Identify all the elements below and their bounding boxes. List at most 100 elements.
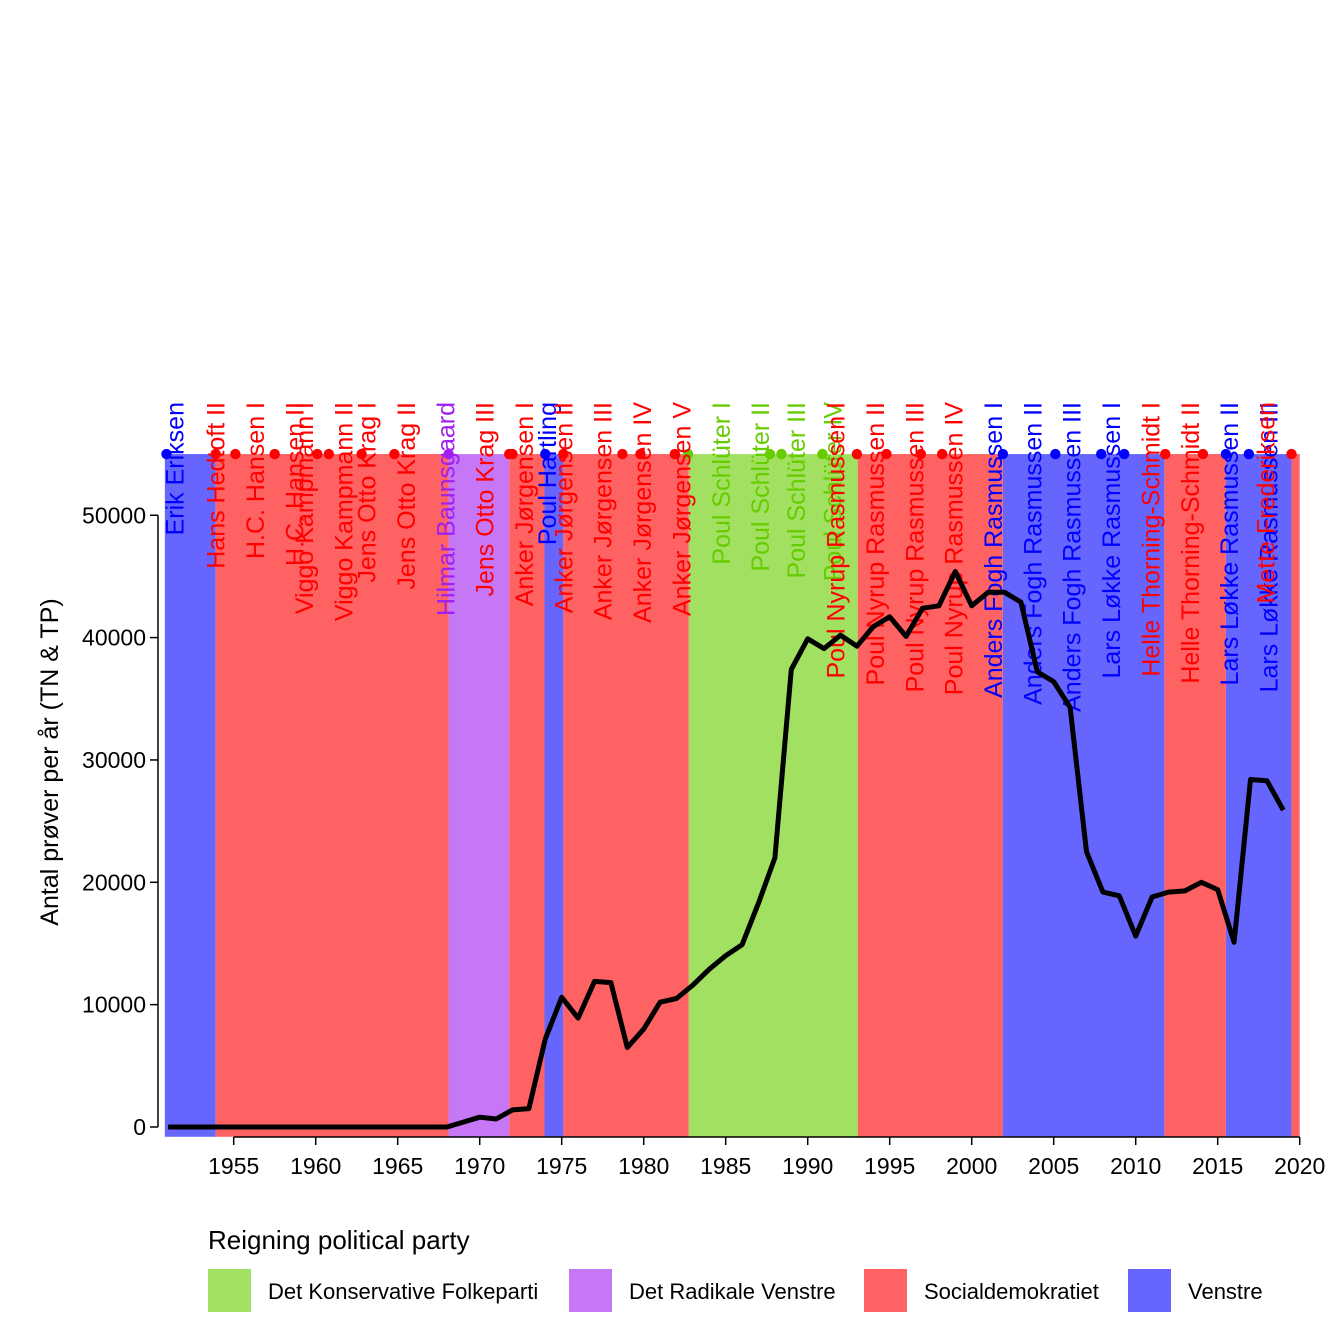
government-start-dot-25 xyxy=(1050,448,1061,460)
x-tick-label-13: 2020 xyxy=(1274,1153,1325,1179)
reign-band-11 xyxy=(1291,454,1300,1137)
legend-swatch-2 xyxy=(864,1269,907,1312)
government-label-13: Anker Jørgensen III xyxy=(590,402,618,620)
y-tick-label-3: 30000 xyxy=(82,747,146,773)
legend-title: Reigning political party xyxy=(208,1225,470,1255)
government-label-28: Helle Thorning-Schmidt I xyxy=(1137,402,1165,677)
x-tick-label-3: 1970 xyxy=(454,1153,505,1179)
y-tick-label-4: 40000 xyxy=(82,625,146,651)
x-tick-label-5: 1980 xyxy=(618,1153,669,1179)
government-start-dot-29 xyxy=(1197,448,1209,460)
government-label-32: Mette Frederiksen xyxy=(1252,402,1280,603)
reign-band-5 xyxy=(563,454,689,1137)
legend: Reigning political party Det Konservativ… xyxy=(208,1225,1263,1312)
legend-label-2: Socialdemokratiet xyxy=(924,1279,1099,1304)
legend-label-1: Det Radikale Venstre xyxy=(629,1279,836,1304)
government-start-dot-10 xyxy=(507,448,518,460)
government-start-dot-22 xyxy=(915,448,927,460)
government-label-2: H.C. Hansen I xyxy=(242,402,270,559)
government-start-dot-20 xyxy=(851,448,863,460)
legend-swatch-3 xyxy=(1128,1269,1171,1312)
government-label-9: Jens Otto Krag III xyxy=(472,402,500,597)
reign-band-6 xyxy=(688,454,858,1137)
government-label-11: Poul Hartling xyxy=(534,402,562,545)
x-tick-label-4: 1975 xyxy=(536,1153,587,1179)
government-label-12: Anker Jørgensen II xyxy=(550,402,578,613)
reign-band-8 xyxy=(1002,454,1165,1137)
legend-swatch-0 xyxy=(208,1269,251,1312)
government-start-dot-8 xyxy=(443,448,454,460)
government-label-16: Poul Schlüter I xyxy=(708,402,736,565)
reign-band-0 xyxy=(164,454,216,1137)
reign-band-3 xyxy=(509,454,545,1137)
reign-band-1 xyxy=(215,454,449,1137)
x-tick-label-9: 2000 xyxy=(946,1153,997,1179)
legend-label-0: Det Konservative Folkeparti xyxy=(268,1279,538,1304)
government-start-dot-28 xyxy=(1160,448,1171,460)
government-label-14: Anker Jørgensen IV xyxy=(629,402,657,623)
government-start-dot-5 xyxy=(323,448,335,460)
government-label-31: Lars Løkke Rasmussen III xyxy=(1256,402,1284,692)
government-label-5: Viggo Kampmann II xyxy=(331,402,359,621)
government-label-6: Jens Otto Krag I xyxy=(354,402,382,583)
reign-band-9 xyxy=(1164,454,1226,1137)
series-line-path xyxy=(168,569,1286,1130)
government-start-dot-31 xyxy=(1243,448,1255,460)
x-tick-label-1: 1960 xyxy=(290,1153,341,1179)
government-start-dot-32 xyxy=(1286,448,1297,460)
government-start-dot-12 xyxy=(558,448,569,460)
series-line xyxy=(168,569,1286,1130)
government-label-23: Poul Nyrup Rasmussen IV xyxy=(941,402,969,696)
x-tick-label-0: 1955 xyxy=(208,1153,259,1179)
government-start-dot-17 xyxy=(764,448,776,460)
reign-band-10 xyxy=(1225,454,1292,1137)
government-label-29: Helle Thorning-Schmidt II xyxy=(1177,402,1205,684)
government-label-0: Erik Eriksen xyxy=(162,402,190,535)
reign-band-4 xyxy=(544,454,564,1137)
x-tick-label-10: 2005 xyxy=(1028,1153,1079,1179)
government-label-4: Viggo Kampmann I xyxy=(291,402,319,614)
reign-band-2 xyxy=(448,454,510,1137)
government-label-7: Jens Otto Krag II xyxy=(393,402,421,590)
government-start-dot-11 xyxy=(540,448,551,460)
x-tick-label-7: 1990 xyxy=(782,1153,833,1179)
government-label-15: Anker Jørgensen V xyxy=(668,402,696,616)
government-label-3: H.C. Hansen II xyxy=(281,402,309,566)
government-start-dot-18 xyxy=(776,448,787,460)
government-start-dot-0 xyxy=(161,448,172,460)
government-start-dot-6 xyxy=(356,448,367,460)
government-start-dot-21 xyxy=(881,448,892,460)
government-label-24: Anders Fogh Rasmussen I xyxy=(980,402,1008,698)
government-start-dot-15 xyxy=(669,448,681,460)
y-tick-label-1: 10000 xyxy=(82,992,146,1018)
government-label-10: Anker Jørgensen I xyxy=(511,402,539,606)
government-label-17: Poul Schlüter II xyxy=(747,402,775,572)
y-tick-label-2: 20000 xyxy=(82,869,146,895)
government-start-dot-7 xyxy=(389,448,400,460)
government-label-26: Anders Fogh Rasmussen III xyxy=(1059,402,1087,712)
legend-label-3: Venstre xyxy=(1188,1279,1263,1304)
y-tick-label-5: 50000 xyxy=(82,502,146,528)
government-start-dot-27 xyxy=(1119,448,1130,460)
x-tick-label-2: 1965 xyxy=(372,1153,423,1179)
reign-bands xyxy=(164,454,1300,1137)
government-label-1: Hans Hedtoft II xyxy=(203,402,231,569)
government-start-dot-16 xyxy=(682,448,694,460)
government-label-21: Poul Nyrup Rasmussen II xyxy=(862,402,890,685)
government-label-22: Poul Nyrup Rasmussen III xyxy=(901,402,929,692)
government-start-dot-23 xyxy=(936,448,948,460)
axes: 1955 1960 1965 1970 1975 1980 1985 1990 1995 2000… xyxy=(82,502,1325,1179)
government-label-18: Poul Schlüter III xyxy=(783,402,811,578)
x-tick-label-6: 1985 xyxy=(700,1153,751,1179)
y-tick-label-0: 0 xyxy=(133,1114,146,1140)
government-start-dot-26 xyxy=(1096,448,1107,460)
government-label-8: Hilmar Baunsgaard xyxy=(432,402,460,616)
government-start-dot-14 xyxy=(635,448,646,460)
government-start-dot-13 xyxy=(617,448,628,460)
government-start-dot-19 xyxy=(817,448,828,460)
government-start-dot-1 xyxy=(210,448,221,460)
government-start-dot-24 xyxy=(997,448,1009,460)
government-start-dot-2 xyxy=(230,448,241,460)
government-start-dot-3 xyxy=(269,448,280,460)
